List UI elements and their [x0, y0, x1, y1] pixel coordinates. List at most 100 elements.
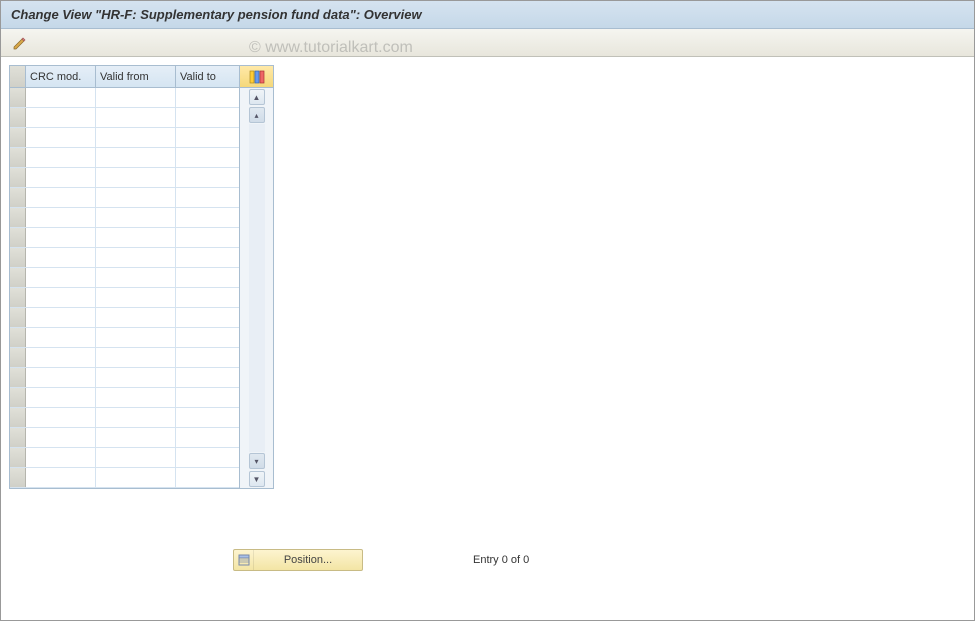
- table-row[interactable]: [10, 268, 239, 288]
- cell-valid-from[interactable]: [96, 108, 176, 127]
- cell-valid-to[interactable]: [176, 88, 238, 107]
- cell-valid-from[interactable]: [96, 88, 176, 107]
- table-config-button[interactable]: [240, 66, 273, 88]
- row-selector[interactable]: [10, 468, 26, 487]
- row-selector[interactable]: [10, 168, 26, 187]
- cell-valid-to[interactable]: [176, 328, 238, 347]
- scroll-down-button[interactable]: ▼: [249, 471, 265, 487]
- column-header-valid-to[interactable]: Valid to: [176, 66, 238, 87]
- cell-crc-mod[interactable]: [26, 348, 96, 367]
- table-row[interactable]: [10, 308, 239, 328]
- row-selector[interactable]: [10, 188, 26, 207]
- row-selector[interactable]: [10, 328, 26, 347]
- cell-crc-mod[interactable]: [26, 108, 96, 127]
- cell-valid-from[interactable]: [96, 248, 176, 267]
- cell-crc-mod[interactable]: [26, 268, 96, 287]
- table-row[interactable]: [10, 328, 239, 348]
- cell-valid-to[interactable]: [176, 248, 238, 267]
- column-header-valid-from[interactable]: Valid from: [96, 66, 176, 87]
- cell-valid-from[interactable]: [96, 308, 176, 327]
- table-row[interactable]: [10, 348, 239, 368]
- table-row[interactable]: [10, 108, 239, 128]
- cell-crc-mod[interactable]: [26, 168, 96, 187]
- cell-crc-mod[interactable]: [26, 408, 96, 427]
- cell-valid-to[interactable]: [176, 388, 238, 407]
- table-row[interactable]: [10, 428, 239, 448]
- cell-valid-to[interactable]: [176, 348, 238, 367]
- row-selector[interactable]: [10, 448, 26, 467]
- table-row[interactable]: [10, 388, 239, 408]
- row-selector[interactable]: [10, 348, 26, 367]
- cell-valid-to[interactable]: [176, 368, 238, 387]
- edit-toggle-button[interactable]: [9, 33, 31, 53]
- cell-valid-from[interactable]: [96, 428, 176, 447]
- scroll-track[interactable]: [249, 124, 265, 452]
- cell-crc-mod[interactable]: [26, 228, 96, 247]
- scroll-pg-down-button[interactable]: ▾: [249, 453, 265, 469]
- table-row[interactable]: [10, 188, 239, 208]
- cell-crc-mod[interactable]: [26, 208, 96, 227]
- select-all-header[interactable]: [10, 66, 26, 87]
- cell-valid-from[interactable]: [96, 468, 176, 487]
- scroll-pg-up-button[interactable]: ▴: [249, 107, 265, 123]
- cell-valid-from[interactable]: [96, 448, 176, 467]
- row-selector[interactable]: [10, 268, 26, 287]
- cell-valid-to[interactable]: [176, 448, 238, 467]
- cell-valid-to[interactable]: [176, 228, 238, 247]
- cell-valid-from[interactable]: [96, 208, 176, 227]
- table-row[interactable]: [10, 208, 239, 228]
- row-selector[interactable]: [10, 228, 26, 247]
- cell-valid-from[interactable]: [96, 368, 176, 387]
- row-selector[interactable]: [10, 288, 26, 307]
- cell-valid-to[interactable]: [176, 128, 238, 147]
- cell-valid-to[interactable]: [176, 408, 238, 427]
- cell-valid-to[interactable]: [176, 268, 238, 287]
- row-selector[interactable]: [10, 208, 26, 227]
- cell-valid-to[interactable]: [176, 148, 238, 167]
- table-row[interactable]: [10, 368, 239, 388]
- cell-valid-to[interactable]: [176, 428, 238, 447]
- cell-valid-from[interactable]: [96, 128, 176, 147]
- table-row[interactable]: [10, 248, 239, 268]
- table-row[interactable]: [10, 168, 239, 188]
- cell-valid-to[interactable]: [176, 188, 238, 207]
- table-row[interactable]: [10, 128, 239, 148]
- cell-crc-mod[interactable]: [26, 368, 96, 387]
- cell-valid-from[interactable]: [96, 328, 176, 347]
- row-selector[interactable]: [10, 388, 26, 407]
- cell-valid-to[interactable]: [176, 208, 238, 227]
- table-row[interactable]: [10, 408, 239, 428]
- column-header-crc-mod[interactable]: CRC mod.: [26, 66, 96, 87]
- table-row[interactable]: [10, 88, 239, 108]
- position-button[interactable]: Position...: [233, 549, 363, 571]
- row-selector[interactable]: [10, 368, 26, 387]
- scroll-up-button[interactable]: ▲: [249, 89, 265, 105]
- cell-valid-to[interactable]: [176, 308, 238, 327]
- table-row[interactable]: [10, 448, 239, 468]
- cell-valid-to[interactable]: [176, 168, 238, 187]
- cell-crc-mod[interactable]: [26, 468, 96, 487]
- cell-crc-mod[interactable]: [26, 248, 96, 267]
- cell-valid-from[interactable]: [96, 228, 176, 247]
- table-row[interactable]: [10, 288, 239, 308]
- cell-valid-from[interactable]: [96, 348, 176, 367]
- row-selector[interactable]: [10, 108, 26, 127]
- row-selector[interactable]: [10, 128, 26, 147]
- cell-valid-from[interactable]: [96, 148, 176, 167]
- cell-crc-mod[interactable]: [26, 88, 96, 107]
- cell-valid-to[interactable]: [176, 288, 238, 307]
- cell-valid-from[interactable]: [96, 288, 176, 307]
- cell-crc-mod[interactable]: [26, 388, 96, 407]
- table-row[interactable]: [10, 148, 239, 168]
- row-selector[interactable]: [10, 88, 26, 107]
- cell-valid-from[interactable]: [96, 188, 176, 207]
- cell-valid-to[interactable]: [176, 468, 238, 487]
- cell-crc-mod[interactable]: [26, 288, 96, 307]
- row-selector[interactable]: [10, 308, 26, 327]
- cell-crc-mod[interactable]: [26, 308, 96, 327]
- cell-valid-to[interactable]: [176, 108, 238, 127]
- table-row[interactable]: [10, 468, 239, 488]
- table-row[interactable]: [10, 228, 239, 248]
- cell-crc-mod[interactable]: [26, 148, 96, 167]
- cell-valid-from[interactable]: [96, 168, 176, 187]
